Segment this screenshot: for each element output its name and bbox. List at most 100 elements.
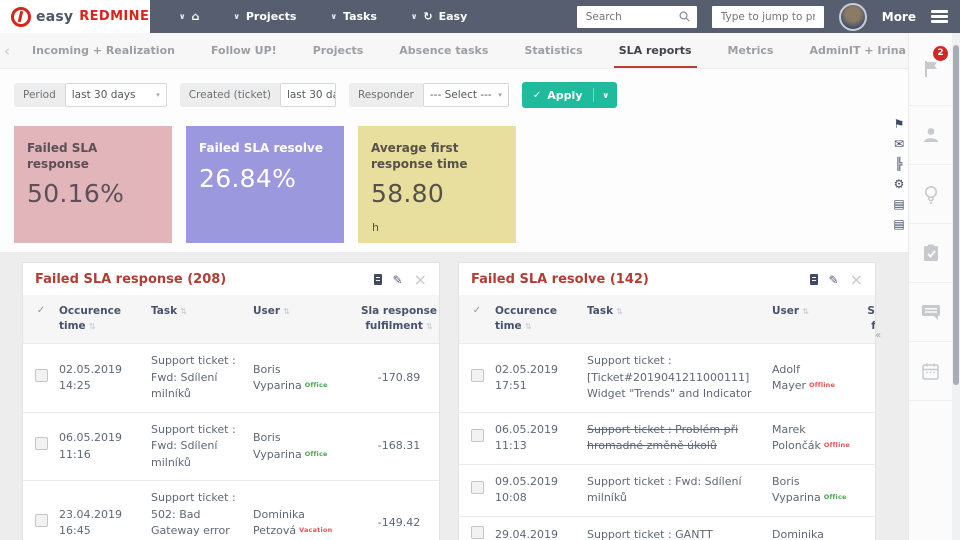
row-checkbox[interactable]: [470, 481, 484, 495]
sidebar-tasks-button[interactable]: [909, 224, 952, 283]
responder-select[interactable]: --- Select --- ▾: [422, 83, 509, 107]
user-avatar[interactable]: [838, 2, 867, 31]
clipboard-icon[interactable]: ▤: [893, 217, 905, 231]
user-cell: Marek Polončák Offline: [772, 422, 860, 455]
person-icon: [923, 128, 938, 142]
task-cell[interactable]: Support ticket : 502: Bad Gateway error …: [151, 491, 236, 538]
apply-button[interactable]: ✓ Apply: [522, 89, 594, 102]
tab-adminit-irina[interactable]: AdminIT + Irina: [809, 43, 906, 57]
nav-item-label: Tasks: [342, 10, 377, 23]
tab-incoming-realization[interactable]: Incoming + Realization: [32, 43, 175, 57]
user-name[interactable]: Dominika: [772, 527, 824, 540]
period-select[interactable]: last 30 days ▾: [64, 83, 167, 107]
apply-dropdown-button[interactable]: ∨: [593, 88, 617, 102]
row-checkbox[interactable]: [470, 429, 484, 443]
user-name[interactable]: Adolf Mayer: [772, 362, 807, 393]
select-all-check-icon[interactable]: ✓: [472, 305, 482, 316]
task-cell[interactable]: Support ticket : Fwd: Sdílení milníků: [151, 354, 236, 401]
edit-pencil-icon[interactable]: ✎: [392, 272, 403, 287]
tab-absence-tasks[interactable]: Absence tasks: [399, 43, 489, 57]
tabs-scroll-left-icon[interactable]: ‹: [4, 41, 10, 60]
user-name[interactable]: Boris Vyparina: [253, 362, 302, 393]
column-task[interactable]: Task ⇅: [587, 304, 772, 319]
scrollbar-thumb[interactable]: [953, 45, 959, 385]
occurence-time-cell: 06.05.2019 11:13: [495, 422, 558, 453]
gear-icon[interactable]: ⚙: [893, 177, 905, 191]
sidebar-calendar-button[interactable]: [909, 342, 952, 401]
hamburger-menu-icon[interactable]: [931, 10, 948, 23]
select-all-check-icon[interactable]: ✓: [36, 305, 46, 316]
kpi-value: 26.84%: [199, 163, 297, 193]
envelope-icon[interactable]: ✉: [893, 137, 905, 151]
fulfilment-cell: -1: [860, 370, 875, 387]
task-cell[interactable]: Support ticket : [Ticket#201904121100011…: [587, 354, 752, 401]
row-checkbox[interactable]: [470, 525, 484, 539]
column-task[interactable]: Task ⇅: [151, 304, 253, 319]
main-menu: ∨ ⌂ ∨ Projects ∨ Tasks ∨ ↻ Easy: [162, 0, 484, 33]
created-select[interactable]: last 30 days ▾: [279, 83, 336, 107]
collapse-panel-icon[interactable]: «: [875, 330, 882, 341]
edit-pencil-icon[interactable]: ✎: [828, 272, 839, 287]
column-occurence-time[interactable]: Occurence time ⇅: [59, 304, 151, 334]
row-checkbox[interactable]: [34, 368, 48, 382]
tab-metrics[interactable]: Metrics: [727, 43, 774, 57]
flag-icon[interactable]: ⚑: [893, 117, 905, 131]
close-icon[interactable]: ×: [413, 269, 427, 289]
failed-sla-resolve-panel: Failed SLA resolve (142) ✎ × ✓ Occurence…: [458, 262, 876, 540]
user-name[interactable]: Boris Vyparina: [772, 474, 821, 505]
clipboard-icon[interactable]: ▤: [893, 197, 905, 211]
task-cell[interactable]: Support ticket : Problém při hromadné zm…: [587, 422, 739, 453]
sort-icon: ⇅: [283, 307, 290, 316]
tab-sla-reports[interactable]: SLA reports: [601, 33, 710, 68]
tab-projects[interactable]: Projects: [312, 43, 364, 57]
jump-to-project-input[interactable]: [718, 9, 817, 24]
tab-follow-up[interactable]: Follow UP!: [210, 43, 277, 57]
row-checkbox[interactable]: [34, 437, 48, 451]
fulfilment-cell: -1: [860, 430, 875, 447]
user-name[interactable]: Boris Vyparina: [253, 431, 302, 461]
user-cell: Boris Vyparina Office: [253, 362, 357, 395]
panels-region: Failed SLA response (208) ✎ × ✓ Occurenc…: [0, 252, 908, 540]
nav-item-tasks[interactable]: ∨ Tasks: [313, 0, 393, 33]
sidebar-flags-button[interactable]: [909, 33, 952, 106]
easy-redmine-logo[interactable]: easy REDMINE: [0, 0, 150, 33]
column-sla-resolve-fulfilment[interactable]: Sla resolve fulfilment: [860, 304, 875, 334]
nav-item-easy[interactable]: ∨ ↻ Easy: [394, 0, 484, 33]
close-icon[interactable]: ×: [849, 269, 863, 289]
row-checkbox[interactable]: [34, 514, 48, 528]
sitemap-icon[interactable]: ╠: [895, 157, 903, 171]
column-user[interactable]: User ⇅: [772, 304, 860, 319]
nav-item-home[interactable]: ∨ ⌂: [162, 0, 216, 33]
sort-icon: ⇅: [524, 322, 532, 332]
search-box: [576, 5, 697, 28]
clipboard-icon[interactable]: [373, 274, 382, 285]
sidebar-ideas-button[interactable]: [909, 165, 952, 224]
nav-item-projects[interactable]: ∨ Projects: [216, 0, 313, 33]
sidebar-chat-button[interactable]: [909, 283, 952, 342]
clipboard-icon[interactable]: [809, 274, 818, 285]
row-checkbox[interactable]: [470, 368, 484, 382]
task-cell[interactable]: Support ticket : GANTT: [587, 527, 713, 540]
column-user[interactable]: User ⇅: [253, 304, 357, 319]
panel-title: Failed SLA response (208): [35, 272, 227, 287]
failed-sla-response-panel: Failed SLA response (208) ✎ × ✓ Occurenc…: [22, 262, 440, 540]
search-icon[interactable]: [679, 10, 690, 23]
column-occurence-time[interactable]: Occurence time ⇅: [495, 304, 587, 334]
column-label: User: [253, 305, 281, 317]
table-header: ✓ Occurence time ⇅ Task ⇅ User ⇅ Sla respon…: [23, 295, 439, 344]
search-input[interactable]: [583, 9, 679, 24]
user-name[interactable]: Marek Polončák: [772, 422, 821, 453]
column-sla-response-fulfilment[interactable]: Sla response fulfilment ⇅: [357, 304, 439, 334]
column-label: Occurence time: [59, 305, 121, 333]
notification-badge[interactable]: 2: [933, 46, 948, 61]
task-cell[interactable]: Support ticket : Fwd: Sdílení milníků: [587, 474, 742, 505]
more-button[interactable]: More: [881, 9, 916, 24]
tab-statistics[interactable]: Statistics: [524, 43, 583, 57]
column-label: Task: [151, 305, 178, 317]
user-cell: Dominika Petzová Vacation: [253, 507, 357, 540]
user-name[interactable]: Dominika Petzová: [253, 507, 305, 538]
created-filter: Created (ticket) last 30 days ▾: [179, 83, 336, 107]
sidebar-users-button[interactable]: [909, 106, 952, 165]
task-cell[interactable]: Support ticket : Fwd: Sdílení milníků: [151, 422, 236, 469]
